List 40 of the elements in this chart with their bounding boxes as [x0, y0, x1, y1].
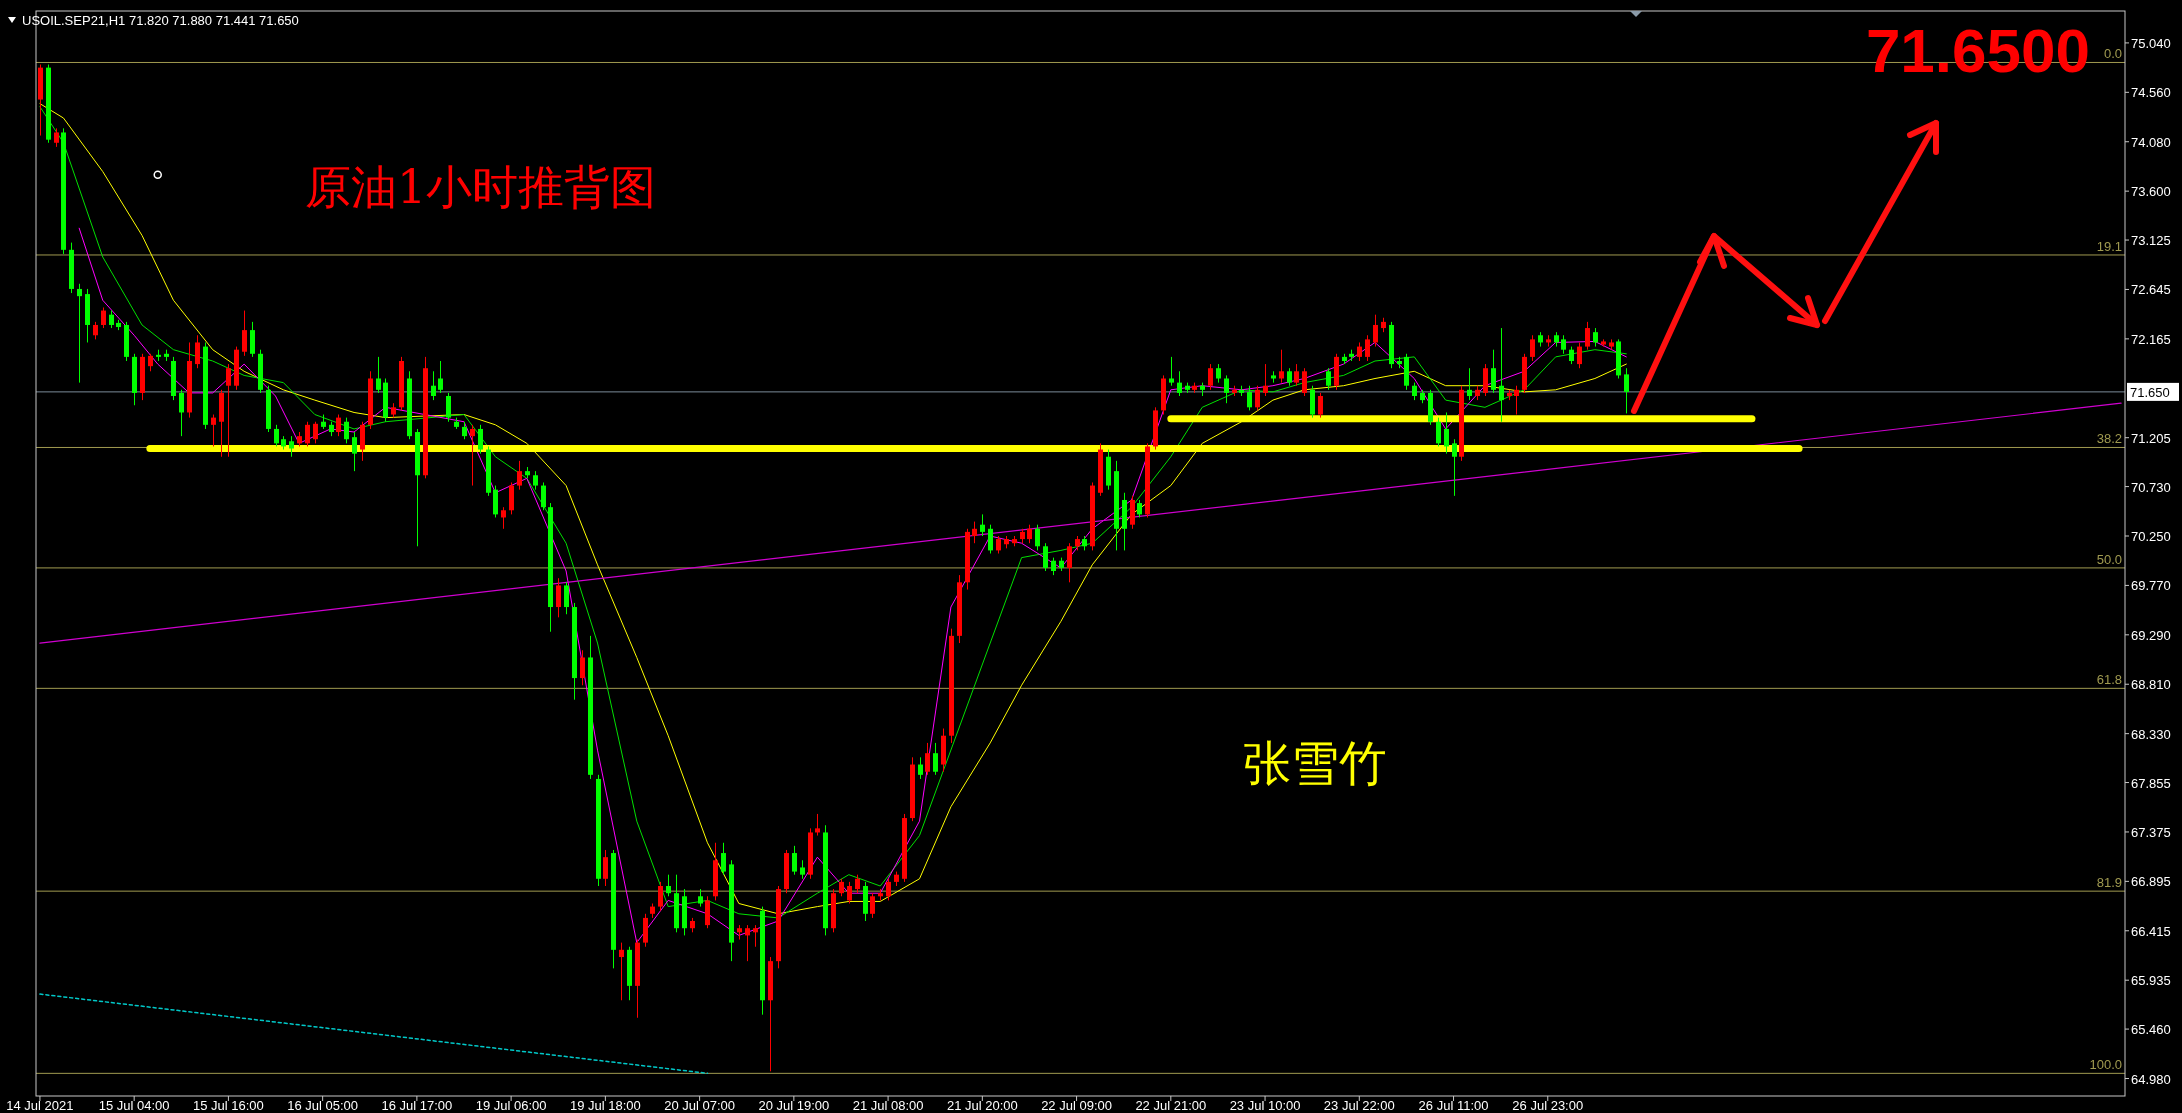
x-tick-label: 21 Jul 08:00 — [852, 1098, 924, 1113]
y-tick-label: 73.125 — [2131, 233, 2171, 249]
x-tick-label: 19 Jul 06:00 — [475, 1098, 547, 1113]
x-tick-label: 23 Jul 22:00 — [1323, 1098, 1395, 1113]
y-tick-label: 67.375 — [2131, 824, 2171, 840]
y-tick-label: 69.290 — [2131, 627, 2171, 643]
y-tick-label: 75.040 — [2131, 35, 2171, 51]
y-tick-label: 68.330 — [2131, 726, 2171, 742]
x-tick-label: 14 Jul 2021 — [6, 1098, 74, 1113]
x-tick-label: 15 Jul 04:00 — [98, 1098, 170, 1113]
y-tick-label: 74.080 — [2131, 134, 2171, 150]
x-tick-label: 15 Jul 16:00 — [192, 1098, 264, 1113]
y-tick-label: 71.205 — [2131, 430, 2171, 446]
y-tick-label: 64.980 — [2131, 1071, 2171, 1087]
x-tick-label: 19 Jul 18:00 — [569, 1098, 641, 1113]
x-tick-label: 16 Jul 17:00 — [381, 1098, 453, 1113]
x-tick-label: 20 Jul 07:00 — [664, 1098, 736, 1113]
y-tick-label: 70.730 — [2131, 479, 2171, 495]
x-tick-label: 26 Jul 11:00 — [1418, 1098, 1489, 1113]
x-tick-label: 16 Jul 05:00 — [287, 1098, 359, 1113]
y-tick-label: 66.415 — [2131, 923, 2171, 939]
x-tick-label: 22 Jul 09:00 — [1041, 1098, 1112, 1113]
y-tick-label: 65.460 — [2131, 1022, 2171, 1038]
title: USOIL.SEP21,H1 71.820 71.880 71.441 71.650 — [22, 13, 299, 28]
x-tick-label: 23 Jul 10:00 — [1229, 1098, 1301, 1113]
y-tick-label: 69.770 — [2131, 578, 2171, 594]
x-tick-label: 26 Jul 23:00 — [1512, 1098, 1584, 1113]
y-tick-label: 66.895 — [2131, 874, 2171, 890]
ref-line-label: 71.650 — [2130, 384, 2170, 400]
x-tick-label: 22 Jul 21:00 — [1135, 1098, 1207, 1113]
y-tick-label: 70.250 — [2131, 529, 2171, 544]
y-tick-label: 68.810 — [2131, 677, 2171, 693]
y-tick-label: 65.935 — [2131, 973, 2171, 989]
x-tick-label: 21 Jul 20:00 — [946, 1098, 1018, 1113]
y-tick-label: 72.645 — [2131, 282, 2171, 298]
y-tick-label: 73.600 — [2131, 184, 2171, 200]
y-tick-label: 72.165 — [2131, 331, 2171, 347]
y-tick-label: 67.855 — [2131, 775, 2171, 791]
y-tick-label: 74.560 — [2131, 85, 2171, 101]
x-tick-label: 20 Jul 19:00 — [758, 1098, 830, 1113]
